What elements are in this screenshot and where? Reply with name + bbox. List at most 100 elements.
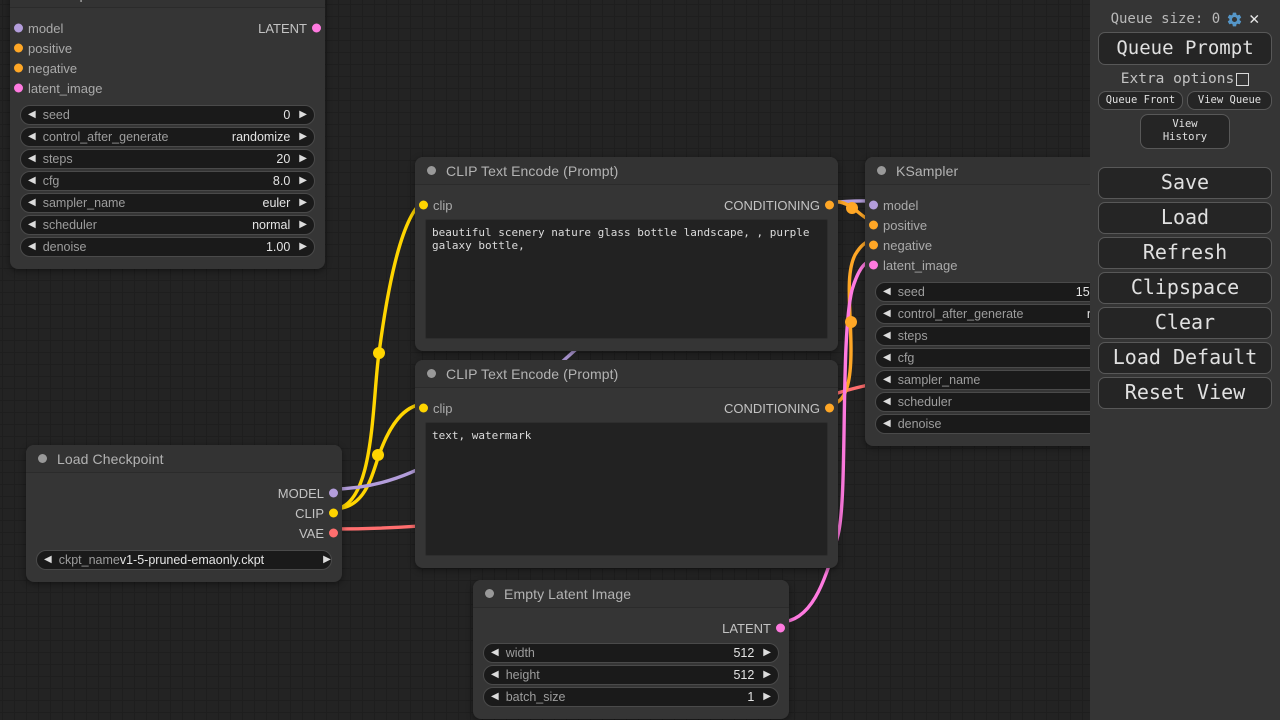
increment-arrow-icon[interactable]: ▶	[763, 691, 771, 702]
gear-icon[interactable]	[1226, 11, 1243, 28]
widget-height[interactable]: ◀ height 512 ▶	[483, 665, 779, 685]
widget-scheduler[interactable]: ◀ scheduler normal ▶	[20, 215, 315, 235]
input-slot-positive[interactable]: positive	[10, 38, 325, 58]
input-slot-negative[interactable]: negative	[10, 58, 325, 78]
save-button[interactable]: Save	[1098, 167, 1272, 199]
node-clip-text-encode-positive[interactable]: CLIP Text Encode (Prompt) clip CONDITION…	[415, 157, 838, 351]
decrement-arrow-icon[interactable]: ◀	[883, 418, 891, 429]
port-model-icon[interactable]	[329, 488, 338, 498]
output-slot-model[interactable]: MODEL	[26, 483, 342, 503]
port-latent-out-icon[interactable]	[312, 23, 321, 33]
widget-batch-size[interactable]: ◀ batch_size 1 ▶	[483, 687, 779, 707]
port-conditioning-out-icon[interactable]	[825, 200, 834, 210]
node-header[interactable]: Load Checkpoint	[26, 445, 342, 473]
decrement-arrow-icon[interactable]: ◀	[28, 109, 36, 120]
increment-arrow-icon[interactable]: ▶	[763, 669, 771, 680]
increment-arrow-icon[interactable]: ▶	[299, 109, 307, 120]
widget-denoise[interactable]: ◀ denoise 1.00 ▶	[20, 237, 315, 257]
port-conditioning-icon[interactable]	[869, 240, 878, 250]
decrement-arrow-icon[interactable]: ◀	[28, 197, 36, 208]
node-empty-latent-image[interactable]: Empty Latent Image LATENT ◀ width 512 ▶ …	[473, 580, 789, 719]
port-model-icon[interactable]	[869, 200, 878, 210]
port-latent-icon[interactable]	[776, 623, 785, 633]
view-queue-button[interactable]: View Queue	[1187, 91, 1272, 110]
output-slot-clip[interactable]: CLIP	[26, 503, 342, 523]
reset-view-button[interactable]: Reset View	[1098, 377, 1272, 409]
decrement-arrow-icon[interactable]: ◀	[28, 131, 36, 142]
queue-prompt-button[interactable]: Queue Prompt	[1098, 32, 1272, 65]
widget-width[interactable]: ◀ width 512 ▶	[483, 643, 779, 663]
port-latent-icon[interactable]	[869, 260, 878, 270]
widget-ckpt-name[interactable]: ◀ ckpt_name v1-5-pruned-emaonly.ckpt ▶	[36, 550, 332, 570]
decrement-arrow-icon[interactable]: ◀	[28, 219, 36, 230]
prompt-textarea[interactable]: text, watermark	[425, 422, 828, 556]
increment-arrow-icon[interactable]: ▶	[299, 175, 307, 186]
decrement-arrow-icon[interactable]: ◀	[883, 374, 891, 385]
input-slot-latent-image[interactable]: latent_image	[865, 255, 1180, 275]
close-icon[interactable]: ✕	[1249, 8, 1260, 29]
decrement-arrow-icon[interactable]: ◀	[491, 647, 499, 658]
increment-arrow-icon[interactable]: ▶	[299, 131, 307, 142]
decrement-arrow-icon[interactable]: ◀	[883, 352, 891, 363]
node-collapse-icon[interactable]	[877, 166, 886, 175]
increment-arrow-icon[interactable]: ▶	[299, 241, 307, 252]
decrement-arrow-icon[interactable]: ◀	[28, 153, 36, 164]
decrement-arrow-icon[interactable]: ◀	[883, 396, 891, 407]
decrement-arrow-icon[interactable]: ◀	[44, 554, 52, 565]
widget-cfg[interactable]: ◀ cfg 8.0 ▶	[20, 171, 315, 191]
input-slot-latent-image[interactable]: latent_image	[10, 78, 325, 98]
port-vae-icon[interactable]	[329, 528, 338, 538]
port-clip-icon[interactable]	[329, 508, 338, 518]
port-clip-icon[interactable]	[419, 200, 428, 210]
node-collapse-icon[interactable]	[427, 369, 436, 378]
increment-arrow-icon[interactable]: ▶	[299, 153, 307, 164]
widget-sampler-name[interactable]: ◀ sampler_name euler ▶	[20, 193, 315, 213]
increment-arrow-icon[interactable]: ▶	[299, 219, 307, 230]
extra-options-checkbox[interactable]	[1236, 72, 1250, 86]
load-default-button[interactable]: Load Default	[1098, 342, 1272, 374]
port-clip-icon[interactable]	[419, 403, 428, 413]
decrement-arrow-icon[interactable]: ◀	[883, 308, 891, 319]
port-conditioning-icon[interactable]	[14, 63, 23, 73]
input-slot-positive[interactable]: positive	[865, 215, 1180, 235]
port-model-icon[interactable]	[14, 23, 23, 33]
node-collapse-icon[interactable]	[38, 454, 47, 463]
decrement-arrow-icon[interactable]: ◀	[28, 241, 36, 252]
clipspace-button[interactable]: Clipspace	[1098, 272, 1272, 304]
refresh-button[interactable]: Refresh	[1098, 237, 1272, 269]
increment-arrow-icon[interactable]: ▶	[323, 554, 331, 565]
decrement-arrow-icon[interactable]: ◀	[883, 330, 891, 341]
widget-control-after-generate[interactable]: ◀ control_after_generate randomize ▶	[20, 127, 315, 147]
widget-steps[interactable]: ◀ steps 20 ▶	[20, 149, 315, 169]
node-header[interactable]: CLIP Text Encode (Prompt)	[415, 360, 838, 388]
port-latent-icon[interactable]	[14, 83, 23, 93]
widget-seed[interactable]: ◀ seed 0 ▶	[20, 105, 315, 125]
output-slot-vae[interactable]: VAE	[26, 523, 342, 543]
port-conditioning-icon[interactable]	[14, 43, 23, 53]
increment-arrow-icon[interactable]: ▶	[299, 197, 307, 208]
port-conditioning-icon[interactable]	[869, 220, 878, 230]
view-history-button[interactable]: View History	[1140, 114, 1230, 149]
node-header[interactable]: KSampler	[10, 0, 325, 8]
port-conditioning-out-icon[interactable]	[825, 403, 834, 413]
input-slot-model[interactable]: model	[865, 195, 1180, 215]
decrement-arrow-icon[interactable]: ◀	[883, 286, 891, 297]
node-collapse-icon[interactable]	[485, 589, 494, 598]
node-collapse-icon[interactable]	[427, 166, 436, 175]
node-load-checkpoint[interactable]: Load Checkpoint MODEL CLIP VAE ◀ ckpt_na…	[26, 445, 342, 582]
queue-front-button[interactable]: Queue Front	[1098, 91, 1183, 110]
output-slot-latent[interactable]: LATENT	[473, 618, 789, 638]
increment-arrow-icon[interactable]: ▶	[763, 647, 771, 658]
input-slot-clip[interactable]: clip CONDITIONING	[415, 398, 838, 418]
input-slot-negative[interactable]: negative	[865, 235, 1180, 255]
prompt-textarea[interactable]: beautiful scenery nature glass bottle la…	[425, 219, 828, 339]
input-slot-clip[interactable]: clip CONDITIONING	[415, 195, 838, 215]
load-button[interactable]: Load	[1098, 202, 1272, 234]
decrement-arrow-icon[interactable]: ◀	[491, 691, 499, 702]
input-slot-model[interactable]: model LATENT	[10, 18, 325, 38]
node-header[interactable]: Empty Latent Image	[473, 580, 789, 608]
decrement-arrow-icon[interactable]: ◀	[28, 175, 36, 186]
node-ksampler-left[interactable]: KSampler model LATENT positive negative …	[10, 0, 325, 269]
clear-button[interactable]: Clear	[1098, 307, 1272, 339]
decrement-arrow-icon[interactable]: ◀	[491, 669, 499, 680]
